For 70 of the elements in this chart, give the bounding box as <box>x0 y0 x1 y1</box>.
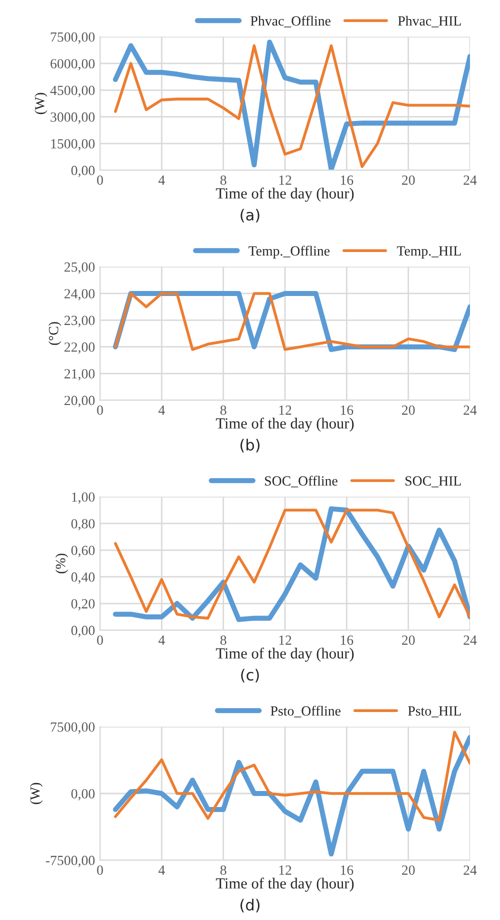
x-tick-label: 16 <box>340 406 354 415</box>
legend-label: Psto_Offline <box>270 706 341 718</box>
y-tick-label: 0,60 <box>71 546 95 558</box>
x-tick-label: 20 <box>402 865 415 875</box>
x-axis-title: Time of the day (hour) <box>216 878 354 892</box>
y-tick-label: 0,40 <box>71 572 95 584</box>
y-tick-label: 4500,00 <box>50 86 95 98</box>
x-tick-label: 24 <box>464 636 477 645</box>
y-tick-label: 23,00 <box>64 316 95 328</box>
y-tick-label: 0,00 <box>71 789 95 800</box>
y-tick-label: 0,20 <box>71 599 95 610</box>
x-tick-label: 20 <box>402 635 415 645</box>
y-tick-label: -7500,00 <box>46 856 95 868</box>
x-tick-label: 12 <box>279 176 292 185</box>
y-tick-label: 1500,00 <box>51 139 95 150</box>
x-tick-label: 8 <box>220 405 226 415</box>
text: (d) <box>240 898 260 912</box>
y-tick-label: 0,00 <box>71 166 95 178</box>
text: (c) <box>241 668 259 682</box>
x-tick-label: 20 <box>402 405 415 415</box>
x-tick-label: 0 <box>97 635 103 645</box>
legend-label: Phvac_HIL <box>398 16 461 28</box>
x-tick-label: 0 <box>97 865 103 875</box>
legend-label: Temp._HIL <box>396 246 461 258</box>
y-axis-title: (°C) <box>48 322 62 345</box>
y-tick-label: 7500,00 <box>50 722 95 734</box>
y-axis-title: (W) <box>34 92 48 114</box>
x-tick-label: 4 <box>158 406 165 415</box>
x-tick-label: 24 <box>464 406 477 415</box>
y-axis-title: (W) <box>30 782 43 804</box>
x-axis-title: Time of the day (hour) <box>216 418 354 432</box>
legend-label: SOC_Offline <box>265 476 338 488</box>
legend-label: Psto_HIL <box>408 706 461 718</box>
line-series <box>114 730 470 822</box>
y-tick-label: 24,00 <box>64 289 95 300</box>
y-tick-label: 21,00 <box>64 369 95 380</box>
y-tick-label: 7500,00 <box>50 32 95 44</box>
y-tick-label: 6000,00 <box>50 59 95 70</box>
text: (b) <box>240 438 260 452</box>
legend-label: Temp._Offline <box>248 246 330 258</box>
y-tick-label: 25,00 <box>64 262 95 274</box>
x-tick-label: 16 <box>340 636 354 645</box>
x-tick-label: 16 <box>340 866 354 875</box>
x-tick-label: 20 <box>402 175 415 185</box>
x-tick-label: 24 <box>464 176 477 185</box>
x-tick-label: 12 <box>279 636 292 645</box>
y-tick-label: 0,00 <box>71 626 95 638</box>
legend-label: Phvac_Offline <box>250 16 330 28</box>
y-tick-label: 0,80 <box>71 519 95 530</box>
x-tick-label: 12 <box>279 866 292 875</box>
x-axis-title: Time of the day (hour) <box>216 648 354 662</box>
x-tick-label: 4 <box>158 636 165 645</box>
x-axis-title: Time of the day (hour) <box>216 188 354 202</box>
y-tick-label: 22,00 <box>64 342 95 354</box>
x-tick-label: 8 <box>220 635 226 645</box>
legend-label: SOC_HIL <box>405 476 461 488</box>
x-tick-label: 12 <box>279 406 292 415</box>
y-axis-title: (%) <box>55 554 68 574</box>
x-tick-label: 16 <box>340 176 354 185</box>
x-tick-label: 4 <box>158 866 165 875</box>
x-tick-label: 0 <box>97 175 103 185</box>
x-tick-label: 8 <box>220 865 226 875</box>
text: (a) <box>240 208 260 222</box>
x-tick-label: 4 <box>158 176 165 185</box>
x-tick-label: 8 <box>220 175 226 185</box>
x-tick-label: 24 <box>464 866 477 875</box>
y-tick-label: 1,00 <box>72 492 95 504</box>
y-tick-label: 20,00 <box>64 396 95 408</box>
x-tick-label: 0 <box>97 405 103 415</box>
y-tick-label: 3000,00 <box>50 112 95 124</box>
